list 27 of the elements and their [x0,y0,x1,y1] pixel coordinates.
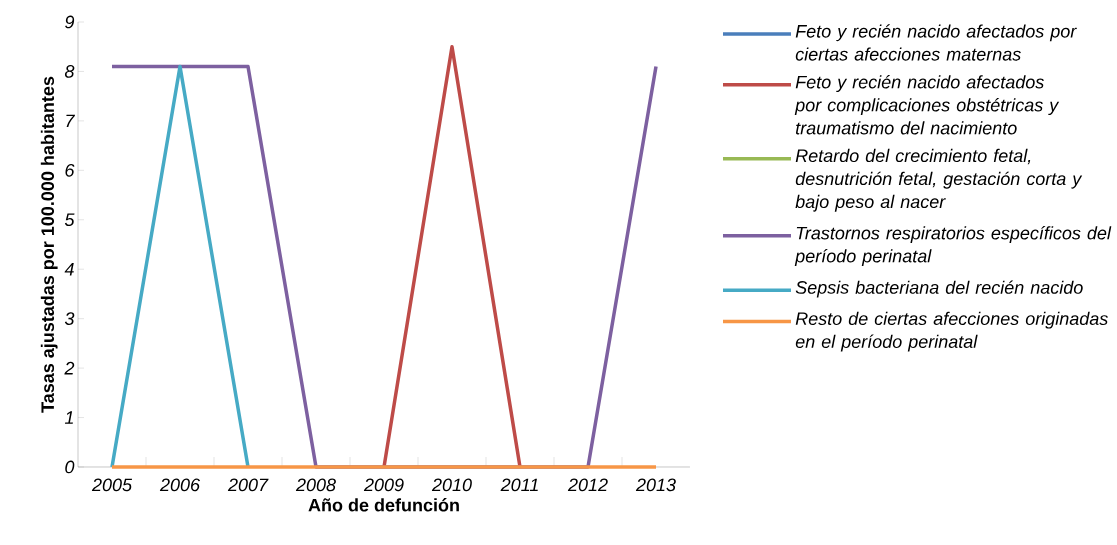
legend-label: Trastornos respiratorios específicos del período perinatal [794,226,1112,267]
y-tick-label: 1 [64,411,73,424]
x-tick-label: 2012 [567,478,608,492]
y-tick-label: 0 [65,460,75,474]
y-tick-label: 9 [65,15,75,29]
y-tick-label: 4 [64,263,74,276]
x-axis-title: Año de defunción [308,498,459,512]
x-tick-label: 2009 [363,478,404,492]
y-tick-label: 6 [65,163,75,177]
legend-label: Retardo del crecimiento fetal, desnutrición fetal, gestación corta y bajo peso al nacer [795,148,1083,212]
y-tick-label: 8 [64,65,75,78]
x-tick-label: 2011 [500,478,538,492]
x-tick-label: 2010 [431,478,472,492]
x-tick-label: 2006 [159,478,201,492]
x-tick-label: 2005 [91,478,133,492]
x-tick-label: 2013 [635,478,676,492]
x-tick-label: 2008 [295,478,336,492]
y-tick-label: 2 [64,361,75,375]
y-tick-label: 5 [64,213,75,227]
y-axis-title: Tasas ajustadas por 100.000 habitantes [40,76,58,413]
legend-label: Sepsis bacteriana del recién nacido [795,280,1083,298]
legend-label: Feto y recién nacido afectados por complicaciones obstétricas y traumatismo del nacimiento [794,75,1060,135]
x-tick-label: 2007 [227,478,269,492]
y-tick-label: 3 [64,312,75,326]
legend-label: Resto de ciertas afecciones originadas en el período perinatal [795,311,1108,352]
y-tick-label: 7 [66,114,76,128]
legend-label: Feto y recién nacido afectados por ciertas afecciones maternas [795,24,1077,61]
